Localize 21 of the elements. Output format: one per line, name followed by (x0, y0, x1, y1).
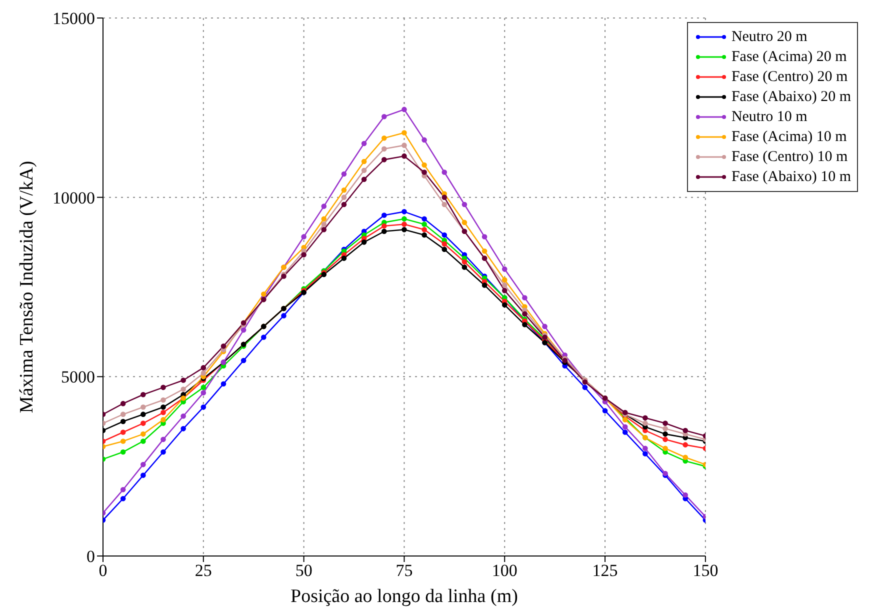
legend-label: Fase (Abaixo) 10 m (731, 168, 851, 187)
y-tick-label: 0 (86, 547, 95, 566)
legend-label: Fase (Abaixo) 20 m (731, 88, 851, 107)
x-tick-label: 150 (692, 561, 718, 580)
x-axis-title: Posição ao longo da linha (m) (290, 586, 518, 607)
y-tick-label: 5000 (61, 368, 95, 387)
x-tick-label: 75 (396, 561, 413, 580)
legend-label: Neutro 10 m (731, 108, 808, 127)
y-tick-label: 10000 (52, 188, 95, 208)
legend-label: Fase (Acima) 10 m (731, 128, 847, 147)
x-tick-label: 100 (492, 561, 518, 580)
legend-label: Fase (Centro) 20 m (731, 68, 848, 87)
legend-label: Neutro 20 m (731, 28, 808, 47)
x-tick-label: 25 (194, 561, 212, 580)
y-axis-title: Máxima Tensão Induzida (V/kA) (16, 160, 38, 414)
x-tick-label: 125 (592, 561, 618, 580)
y-tick-label: 15000 (52, 9, 95, 28)
x-tick-label: 0 (98, 561, 108, 580)
x-tick-label: 50 (295, 561, 312, 580)
legend-label: Fase (Acima) 20 m (731, 48, 847, 67)
legend-label: Fase (Centro) 10 m (731, 148, 848, 167)
